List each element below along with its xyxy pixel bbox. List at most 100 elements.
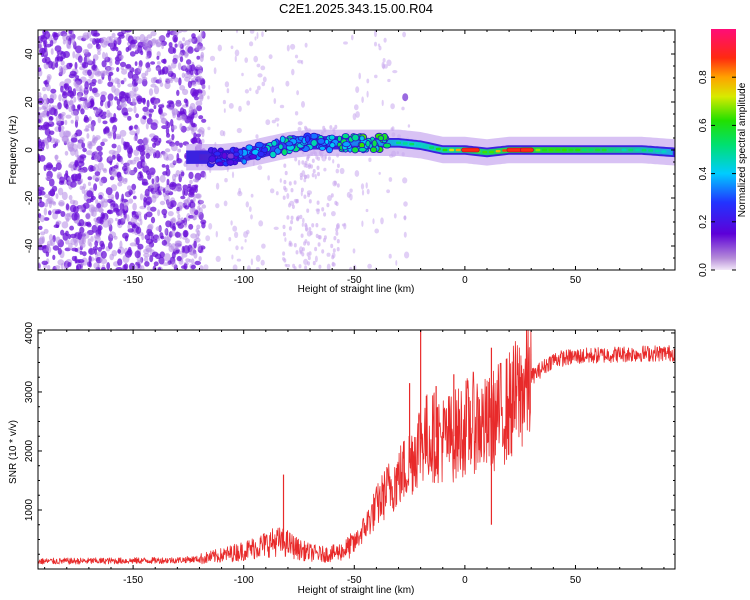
noise-blob (122, 165, 128, 172)
signal-blob (342, 141, 351, 148)
noise-blob (145, 152, 151, 159)
noise-blob (293, 243, 297, 248)
noise-blob (125, 63, 132, 69)
noise-blob (69, 199, 76, 205)
noise-blob (284, 170, 288, 176)
noise-blob (305, 227, 309, 232)
signal-blob (555, 148, 561, 152)
noise-blob (187, 46, 194, 54)
noise-blob (85, 221, 89, 227)
noise-blob (133, 149, 140, 156)
noise-blob (127, 107, 133, 112)
noise-blob (179, 205, 182, 210)
noise-blob (201, 84, 206, 89)
noise-blob (132, 223, 137, 229)
noise-blob (336, 183, 340, 188)
noise-blob (65, 230, 69, 237)
noise-blob (71, 255, 77, 262)
signal-blob (241, 158, 247, 165)
noise-blob (153, 239, 158, 243)
signal-blob (324, 138, 330, 145)
signal-blob (435, 147, 441, 151)
y-tick-label: 20 (24, 96, 35, 108)
noise-blob (116, 98, 121, 106)
signal-blob (482, 151, 488, 154)
noise-blob (304, 239, 308, 244)
noise-blob (38, 140, 43, 149)
noise-blob (174, 240, 182, 245)
noise-blob (78, 219, 85, 227)
noise-blob (290, 188, 294, 193)
noise-blob (403, 201, 408, 207)
noise-blob (215, 203, 220, 209)
noise-blob (79, 137, 85, 143)
noise-blob (88, 255, 92, 263)
colorbar-tick-label: 0.4 (698, 166, 709, 180)
x-tick-label: -50 (347, 275, 362, 286)
noise-blob (246, 229, 250, 235)
noise-blob (238, 187, 242, 195)
noise-blob (96, 39, 99, 48)
noise-blob (47, 196, 54, 204)
noise-blob (158, 77, 162, 84)
noise-blob (144, 261, 150, 267)
noise-blob (354, 104, 359, 111)
noise-blob (107, 81, 114, 87)
noise-blob (274, 117, 280, 122)
noise-blob (117, 50, 122, 57)
noise-blob (253, 55, 258, 63)
y-tick-label: 4000 (24, 321, 35, 344)
noise-blob (395, 260, 398, 266)
noise-blob (163, 253, 171, 262)
snr-plot-area (38, 330, 675, 569)
noise-blob (38, 67, 42, 72)
noise-blob (67, 262, 72, 267)
noise-blob (72, 143, 78, 153)
signal-blob (442, 148, 448, 152)
noise-blob (86, 133, 90, 139)
signal-blob (318, 145, 326, 151)
noise-blob (260, 259, 265, 266)
noise-blob (189, 102, 196, 111)
noise-blob (74, 61, 78, 70)
noise-blob (307, 164, 311, 170)
noise-blob (69, 99, 74, 108)
noise-blob (144, 188, 150, 197)
snr-panel: -150 -100 -50 0 50 1000 2000 3000 4000 Height o… (8, 321, 676, 596)
noise-blob (92, 134, 96, 143)
noise-blob (127, 71, 134, 79)
noise-blob (217, 44, 222, 52)
noise-blob (67, 233, 71, 240)
noise-blob (102, 51, 106, 60)
x-tick-label: -50 (347, 575, 362, 586)
noise-blob (318, 264, 322, 269)
noise-blob (378, 45, 382, 51)
noise-blob (49, 178, 55, 187)
noise-blob (150, 61, 156, 65)
noise-blob (358, 72, 362, 80)
signal-blob (279, 135, 286, 144)
noise-blob (150, 77, 157, 84)
signal-peak (519, 147, 534, 153)
noise-blob (137, 173, 140, 178)
signal-blob (575, 148, 581, 152)
noise-blob (403, 215, 407, 220)
noise-blob (46, 265, 51, 270)
noise-blob (165, 220, 172, 228)
noise-blob (64, 119, 68, 126)
noise-blob (327, 195, 332, 202)
noise-blob (89, 85, 93, 92)
noise-blob (184, 205, 190, 210)
spectrogram-y-axis: -40 -20 0 20 40 (24, 29, 675, 271)
noise-blob (286, 193, 290, 199)
noise-blob (116, 153, 121, 162)
noise-blob (38, 201, 45, 208)
noise-blob (284, 263, 287, 267)
noise-blob (254, 36, 257, 41)
noise-blob (155, 226, 162, 232)
noise-blob (190, 233, 197, 239)
noise-blob (321, 207, 325, 212)
noise-blob (153, 261, 159, 267)
noise-blob (82, 232, 90, 239)
noise-blob (77, 55, 83, 63)
